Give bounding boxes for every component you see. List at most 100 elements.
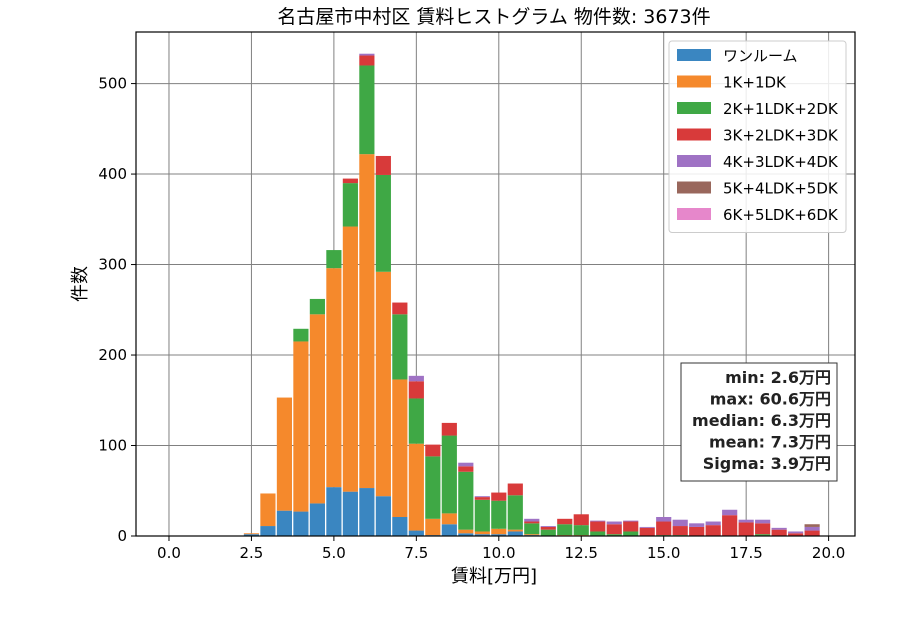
bar-segment [441,435,457,514]
bar-segment [326,250,342,269]
bar-segment [606,524,622,535]
bar-segment [392,302,408,315]
stats-box: min: 2.6万円 max: 60.6万円 median: 6.3万円 mean: … [680,362,838,482]
bar-segment [623,521,639,532]
bar-segment [672,519,688,527]
bar-segment [623,531,639,536]
bar-segment [705,525,721,536]
bar-segment [557,524,573,536]
bar-segment [524,521,540,524]
legend-swatch [677,208,711,220]
legend-box [668,40,847,233]
x-tick-label: 17.5 [729,544,762,562]
bar-segment [342,178,358,184]
bar-segment [656,516,672,522]
y-tick-label: 300 [98,256,127,274]
legend: ワンルーム 1K+1DK 2K+1LDK+2DK 3K+2LDK+3DK 4K+3LDK… [668,40,847,233]
stats-line: mean: 7.3万円 [709,433,831,452]
plot-frame [135,31,856,537]
bar-segment [309,298,325,315]
bar-segment [408,530,424,536]
bar-segment [375,271,391,497]
bar-segment [276,510,293,536]
bar-segment [771,529,787,536]
legend-entry: 6K+5LDK+6DK [723,206,839,224]
bar-segment [474,497,490,500]
stats-line: min: 2.6万円 [725,368,831,387]
stats-line: Sigma: 3.9万円 [703,454,831,473]
bar-segment [606,521,622,525]
bar-segment [491,492,507,501]
bar-segment [276,397,293,511]
bar-segment [590,531,606,536]
bar-segment [507,483,523,496]
bar-segment [293,511,309,536]
chart-title: 名古屋市中村区 賃料ヒストグラム 物件数: 3673件 [277,6,710,28]
legend-swatch [677,49,711,61]
bar-segment [590,520,606,522]
bar-segment [540,526,556,527]
y-tick-label: 400 [98,165,127,183]
bar-segment [441,524,457,536]
bar-segment [375,496,391,536]
bar-segment [507,529,523,532]
bar-segment [524,523,540,535]
bar-segment [359,488,375,536]
y-tick-label: 200 [98,346,127,364]
stats-line: max: 60.6万円 [710,390,831,409]
bar-segment [606,534,622,536]
bar-segment [392,314,408,380]
legend-entry: 5K+4LDK+5DK [723,180,839,198]
x-tick-label: 10.0 [482,544,515,562]
bar-segment [474,534,490,536]
bar-segment [689,526,705,536]
x-tick-label: 12.5 [565,544,598,562]
bar-segment [342,183,358,227]
bar-segment [507,531,523,536]
bar-segment [458,471,474,530]
bar-segment [260,526,276,536]
bar-segment [788,533,804,536]
bar-segment [474,499,490,532]
bar-segment [243,534,260,536]
x-tick-label: 15.0 [647,544,680,562]
legend-entry: 4K+3LDK+4DK [723,153,839,171]
bar-segment [672,526,688,536]
bar-segment [557,518,573,525]
bar-segment [738,522,754,536]
y-axis-label: 件数 [70,266,91,302]
bar-segment [639,526,655,528]
stats-box-frame [680,362,838,482]
bars [243,53,820,536]
legend-entry: ワンルーム [723,47,798,65]
bar-segment [408,443,424,531]
bar-segment [342,226,358,492]
x-tick-label: 2.5 [240,544,264,562]
legend-swatch [677,75,711,88]
bar-segment [755,519,771,524]
bar-segment [359,154,375,489]
x-tick-label: 0.0 [157,544,181,562]
legend-swatch [677,102,711,114]
bar-segment [639,527,655,536]
stats-line: median: 6.3万円 [692,411,831,430]
legend-entry: 2K+1LDK+2DK [723,100,839,118]
bar-segment [755,534,771,536]
bar-segment [491,500,507,529]
x-tick-label: 20.0 [812,544,845,562]
bar-segment [359,53,375,56]
bar-segment [804,526,820,531]
bar-segment [425,444,441,457]
bar-segment [474,531,490,535]
x-axis-label: 賃料[万円] [451,566,537,587]
bar-segment [441,422,457,436]
y-tick-label: 100 [98,437,127,455]
bar-segment [540,529,556,536]
bar-segment [573,514,589,526]
bar-segment [408,381,424,399]
bar-segment [458,529,474,534]
bar-segment [425,518,441,536]
bar-segment [524,518,540,522]
bar-segment [392,516,408,536]
bar-segment [293,328,309,342]
